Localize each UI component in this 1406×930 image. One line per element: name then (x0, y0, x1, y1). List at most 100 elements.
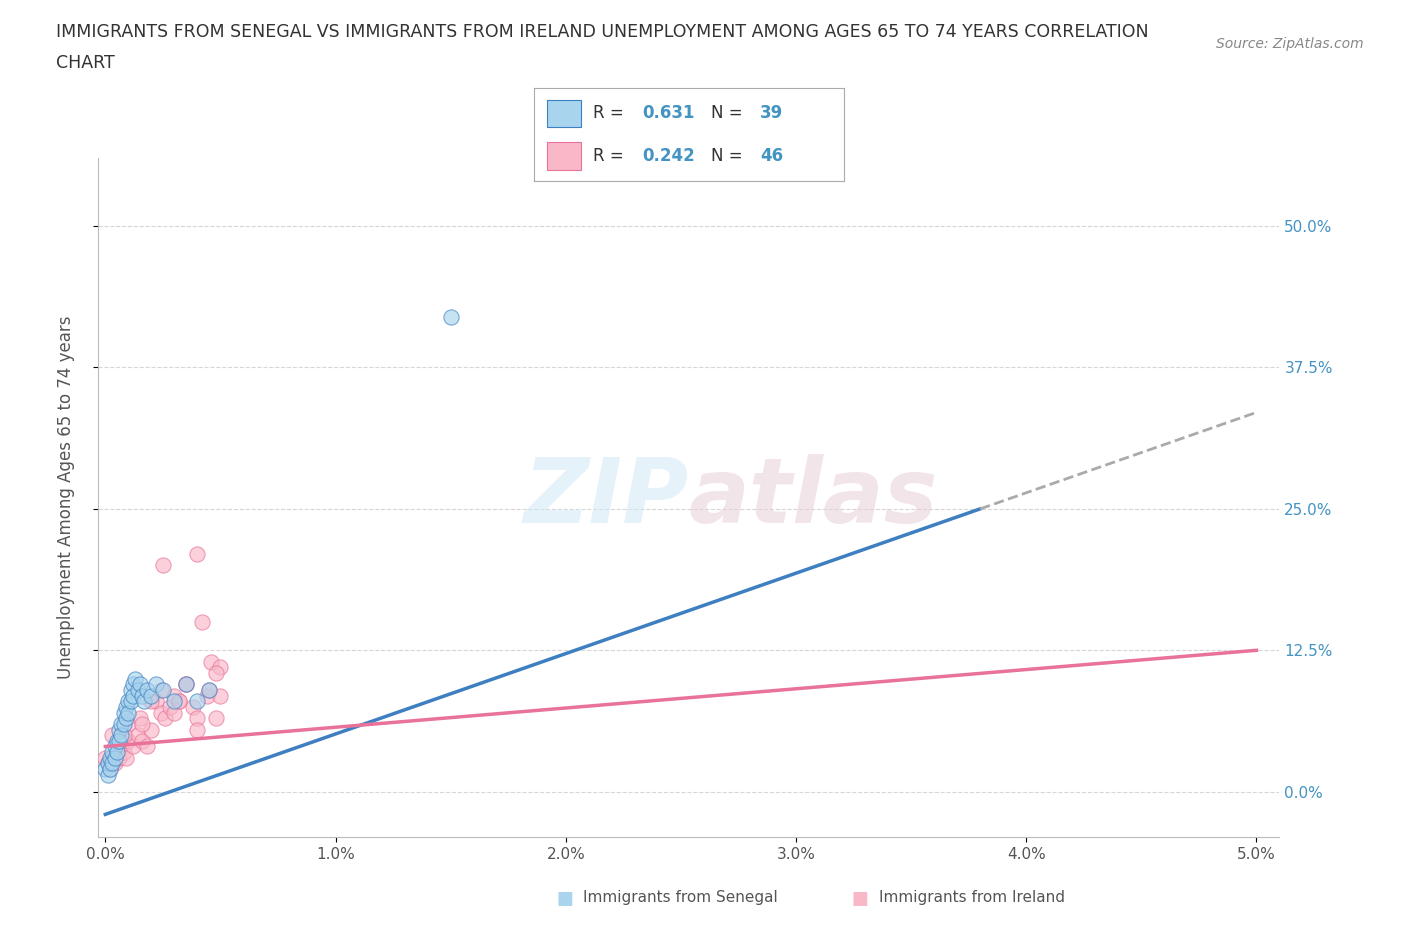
Point (205, 666, 228, 681)
Point (97, 756, 120, 771)
Point (152, 683, 174, 698)
Point (98, 751, 121, 765)
Text: 46: 46 (761, 147, 783, 166)
Point (186, 694, 208, 709)
Point (101, 751, 124, 765)
Text: CHART: CHART (56, 54, 115, 72)
Point (149, 683, 172, 698)
Point (134, 694, 156, 709)
Point (200, 654, 222, 669)
Point (98, 762, 121, 777)
Point (108, 734, 131, 749)
Point (112, 728, 135, 743)
Point (186, 722, 208, 737)
Point (103, 751, 125, 765)
Point (135, 739, 157, 754)
Point (163, 705, 186, 720)
Text: Immigrants from Senegal: Immigrants from Senegal (583, 890, 779, 905)
Point (198, 683, 221, 698)
Text: ▪: ▪ (851, 884, 869, 911)
Point (205, 711, 228, 725)
Point (163, 694, 186, 709)
Point (152, 558, 174, 573)
Text: N =: N = (710, 104, 748, 123)
Text: R =: R = (593, 104, 628, 123)
Point (440, 309, 463, 324)
Point (117, 716, 139, 731)
FancyBboxPatch shape (547, 100, 581, 127)
Point (186, 711, 208, 725)
Text: ▪: ▪ (555, 884, 574, 911)
Point (131, 716, 153, 731)
Point (94, 751, 117, 765)
Point (115, 699, 138, 714)
Point (117, 705, 139, 720)
Point (98, 762, 121, 777)
Point (141, 694, 163, 709)
Point (115, 751, 138, 765)
Point (110, 716, 132, 731)
Text: N =: N = (710, 147, 748, 166)
Point (167, 694, 190, 709)
Point (145, 677, 167, 692)
Point (117, 734, 139, 749)
Point (128, 677, 150, 692)
Point (149, 705, 172, 720)
Point (110, 728, 132, 743)
Point (120, 694, 142, 709)
Point (135, 683, 157, 698)
Point (105, 745, 128, 760)
Point (167, 694, 190, 709)
Point (101, 728, 124, 743)
Point (122, 677, 145, 692)
Point (127, 728, 149, 743)
Point (112, 716, 135, 731)
Point (195, 688, 218, 703)
Text: R =: R = (593, 147, 628, 166)
Point (174, 677, 197, 692)
Point (209, 660, 232, 675)
Point (141, 722, 163, 737)
Point (174, 677, 197, 692)
Point (115, 711, 138, 725)
Point (94, 762, 117, 777)
FancyBboxPatch shape (547, 142, 581, 170)
Point (124, 671, 146, 686)
Point (105, 734, 128, 749)
Text: Source: ZipAtlas.com: Source: ZipAtlas.com (1216, 37, 1364, 51)
Text: atlas: atlas (689, 454, 938, 541)
Point (127, 683, 149, 698)
Point (105, 745, 128, 760)
Point (141, 688, 163, 703)
Point (108, 751, 131, 765)
Y-axis label: Unemployment Among Ages 65 to 74 years: Unemployment Among Ages 65 to 74 years (56, 316, 75, 679)
Point (209, 688, 232, 703)
Point (117, 694, 139, 709)
Point (191, 615, 214, 630)
Text: 0.242: 0.242 (643, 147, 696, 166)
Point (159, 699, 181, 714)
Text: Immigrants from Ireland: Immigrants from Ireland (879, 890, 1064, 905)
Point (97, 767, 120, 782)
Point (101, 745, 124, 760)
Point (108, 722, 131, 737)
Point (131, 688, 153, 703)
Point (110, 739, 132, 754)
Point (112, 745, 135, 760)
Point (198, 683, 221, 698)
Point (97, 756, 120, 771)
Point (103, 756, 125, 771)
Text: 0.631: 0.631 (643, 104, 695, 123)
Point (120, 683, 142, 698)
Point (131, 734, 153, 749)
Text: 39: 39 (761, 104, 783, 123)
Point (122, 739, 145, 754)
Text: IMMIGRANTS FROM SENEGAL VS IMMIGRANTS FROM IRELAND UNEMPLOYMENT AMONG AGES 65 TO: IMMIGRANTS FROM SENEGAL VS IMMIGRANTS FR… (56, 23, 1149, 41)
Point (145, 694, 167, 709)
Point (181, 699, 204, 714)
Point (101, 756, 124, 771)
Point (122, 688, 145, 703)
Point (163, 688, 186, 703)
Point (128, 711, 150, 725)
Point (103, 739, 125, 754)
